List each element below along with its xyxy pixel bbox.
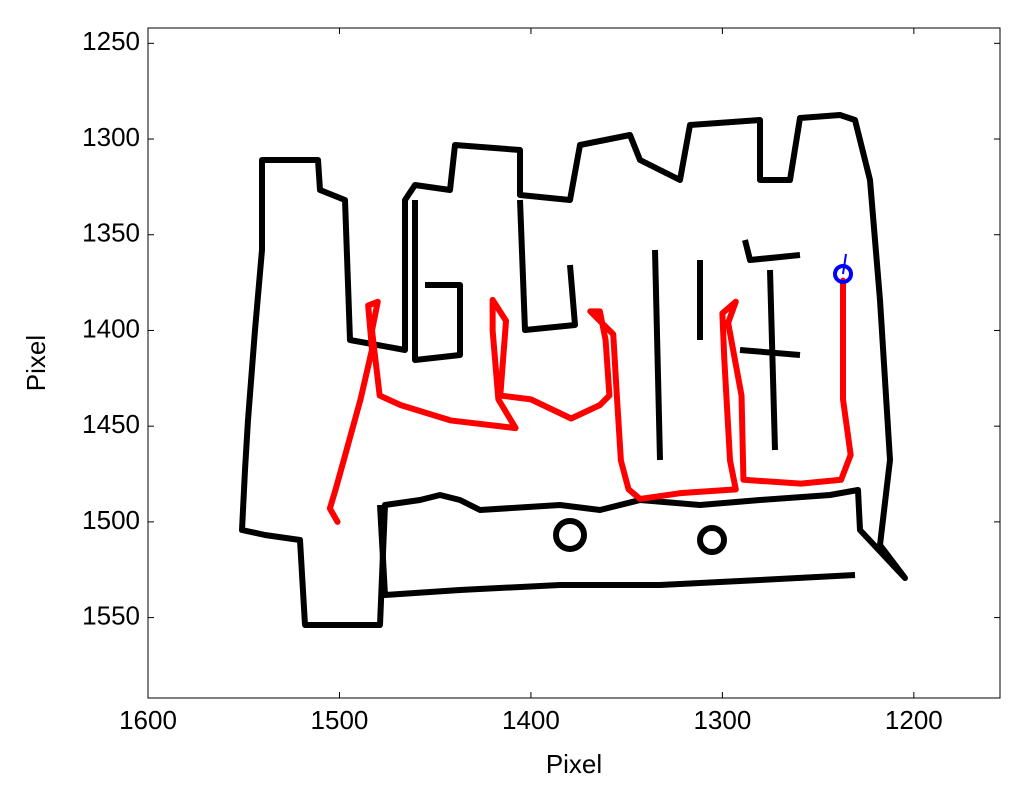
x-axis-label: Pixel: [546, 749, 602, 779]
x-tick-label: 1400: [502, 705, 560, 735]
y-tick-label: 1300: [82, 122, 140, 152]
y-tick-label: 1400: [82, 313, 140, 343]
trajectory: [326, 277, 854, 525]
y-tick-label: 1500: [82, 505, 140, 535]
heading: [842, 253, 847, 275]
occupancy-map: [239, 112, 908, 628]
plot-layer: 1600 1500 1400 1300 1200 1250 1300 1350 1400 1450…: [82, 26, 1000, 735]
start-marker: [833, 263, 854, 284]
x-tick-label: 1500: [311, 705, 369, 735]
x-tick-label: 1200: [885, 705, 943, 735]
y-axis-label: Pixel: [21, 335, 51, 391]
y-tick-label: 1350: [82, 218, 140, 248]
y-tick-label: 1250: [82, 26, 140, 56]
plot-frame: [147, 27, 1001, 699]
x-tick-label: 1600: [119, 705, 177, 735]
x-tick-label: 1300: [693, 705, 751, 735]
y-tick-label: 1450: [82, 409, 140, 439]
y-tick-label: 1550: [82, 600, 140, 630]
